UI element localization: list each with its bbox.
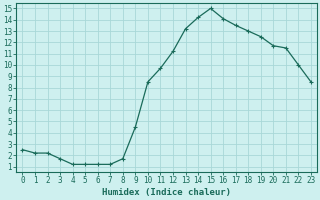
X-axis label: Humidex (Indice chaleur): Humidex (Indice chaleur) <box>102 188 231 197</box>
